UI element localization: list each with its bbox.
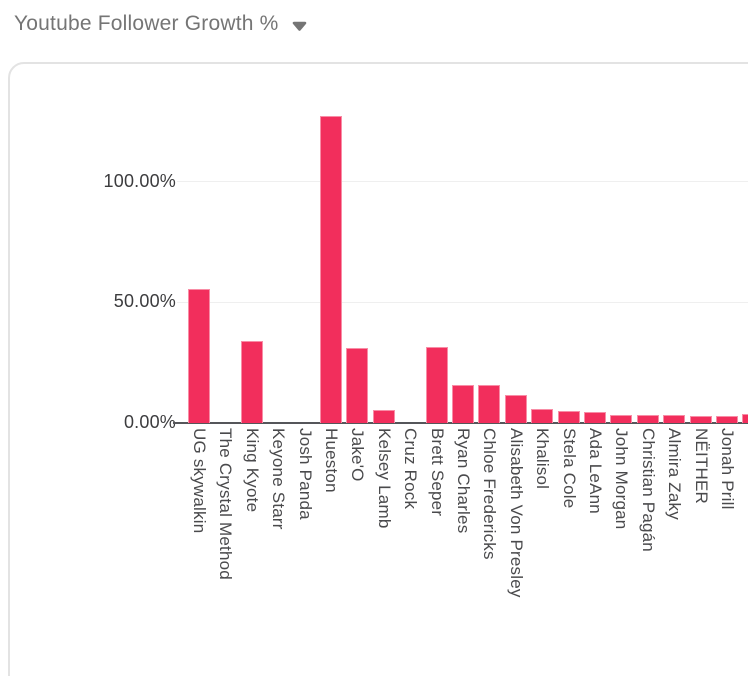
y-axis-tick-label: 50.00% <box>113 291 176 312</box>
x-axis-label: Ada LeAnn <box>586 428 605 514</box>
bar[interactable] <box>531 409 554 423</box>
x-axis-label: Keyone Starr <box>269 428 289 530</box>
chart-title: Youtube Follower Growth % <box>14 12 279 35</box>
x-axis-label: John Morgan <box>612 428 632 530</box>
caret-down-icon <box>292 21 307 31</box>
bar[interactable] <box>478 385 501 423</box>
bar[interactable] <box>188 289 210 423</box>
x-axis-label: Alisabeth Von Presley <box>506 428 526 598</box>
bar-chart: 0.00% 50.00% 100.00% UG skywalkin The Crysta… <box>12 66 748 676</box>
bar[interactable] <box>452 385 474 423</box>
x-axis-label: Chloe Fredericks <box>480 428 500 560</box>
chart-header: Youtube Follower Growth % <box>14 10 307 38</box>
bar[interactable] <box>636 414 659 423</box>
x-axis-label: Ryan Charles <box>454 428 473 534</box>
bar[interactable] <box>372 410 395 423</box>
x-axis-label: Brett Seper <box>427 428 447 517</box>
x-axis-label: Stela Cole <box>559 428 579 509</box>
bar[interactable] <box>240 340 263 423</box>
gridline <box>177 181 748 183</box>
bar[interactable] <box>689 416 712 423</box>
chart-panel: 0.00% 50.00% 100.00% UG skywalkin The Crysta… <box>8 62 748 676</box>
x-axis-label: Jake'O <box>348 428 368 482</box>
bar[interactable] <box>320 116 342 423</box>
bar[interactable] <box>716 416 738 423</box>
x-axis-label: Hueston <box>322 428 341 493</box>
bar[interactable] <box>663 414 686 423</box>
x-axis-label: UG skywalkin <box>190 428 209 534</box>
bar[interactable] <box>346 348 369 423</box>
x-axis-line <box>173 422 748 424</box>
bar[interactable] <box>610 415 633 423</box>
x-axis-label: Khalisol <box>533 428 553 490</box>
x-axis-label: The Crystal Method <box>216 428 236 580</box>
y-axis-tick-label: 100.00% <box>103 170 176 191</box>
x-axis-label: Jared Lee <box>744 428 748 506</box>
gridline <box>177 301 748 303</box>
x-axis-label: Christian Pagán <box>638 428 658 552</box>
y-axis-tick-label: 0.00% <box>123 412 176 432</box>
bar[interactable] <box>584 412 606 423</box>
x-axis-label: NËITHER <box>691 428 711 505</box>
bar[interactable] <box>557 411 580 423</box>
x-axis-label: Jonah Prill <box>718 428 737 510</box>
x-axis-label: Almira Zaky <box>665 428 685 520</box>
x-axis-label: King Kyote <box>242 428 262 513</box>
x-axis-label: Josh Panda <box>295 428 315 520</box>
bar[interactable] <box>504 395 527 423</box>
bar[interactable] <box>742 414 748 423</box>
x-axis-label: Kelsey Lamb <box>374 428 394 529</box>
bar[interactable] <box>425 346 448 423</box>
x-axis-label: Cruz Rock <box>401 428 421 510</box>
metric-dropdown[interactable]: Youtube Follower Growth % <box>14 10 307 38</box>
